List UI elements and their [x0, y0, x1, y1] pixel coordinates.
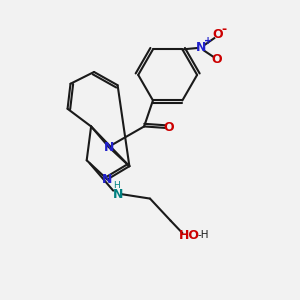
Text: -H: -H — [197, 230, 209, 240]
Text: O: O — [212, 28, 223, 41]
Text: N: N — [102, 173, 112, 186]
Text: N: N — [103, 141, 114, 154]
Text: H: H — [113, 182, 119, 190]
Text: HO: HO — [179, 229, 200, 242]
Text: O: O — [211, 53, 222, 66]
Text: O: O — [164, 122, 175, 134]
Text: -: - — [222, 23, 227, 36]
Text: +: + — [204, 37, 212, 46]
Text: N: N — [196, 41, 207, 54]
Text: N: N — [112, 188, 123, 201]
